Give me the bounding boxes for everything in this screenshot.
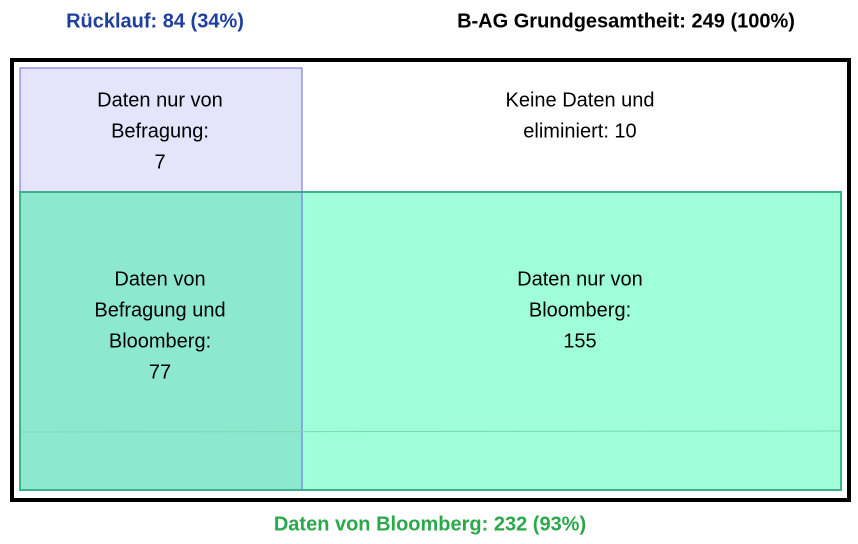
box-labels: Daten nur von Befragung: 7 Keine Daten und e… xyxy=(94,89,654,383)
box-label: 155 xyxy=(563,330,596,352)
box-label: Daten nur von xyxy=(517,268,643,290)
box-label: Daten nur von xyxy=(97,89,223,111)
population-label: B-AG Grundgesamtheit: 249 (100%) xyxy=(457,10,795,32)
box-label: eliminiert: 10 xyxy=(523,120,636,142)
response-label: Rücklauf: 84 (34%) xyxy=(66,10,244,32)
box-label: Keine Daten und xyxy=(505,89,654,111)
box-label: Bloomberg: xyxy=(529,299,631,321)
box-label: Befragung und xyxy=(94,299,225,321)
box-label: Befragung: xyxy=(111,120,209,142)
bloomberg-label: Daten von Bloomberg: 232 (93%) xyxy=(274,513,586,535)
box-label: 77 xyxy=(149,361,171,383)
faint-line xyxy=(20,430,841,433)
box-label: Daten von xyxy=(114,268,205,290)
box-label: 7 xyxy=(154,151,165,173)
box-label: Bloomberg: xyxy=(109,330,211,352)
overlap-box xyxy=(21,193,302,489)
